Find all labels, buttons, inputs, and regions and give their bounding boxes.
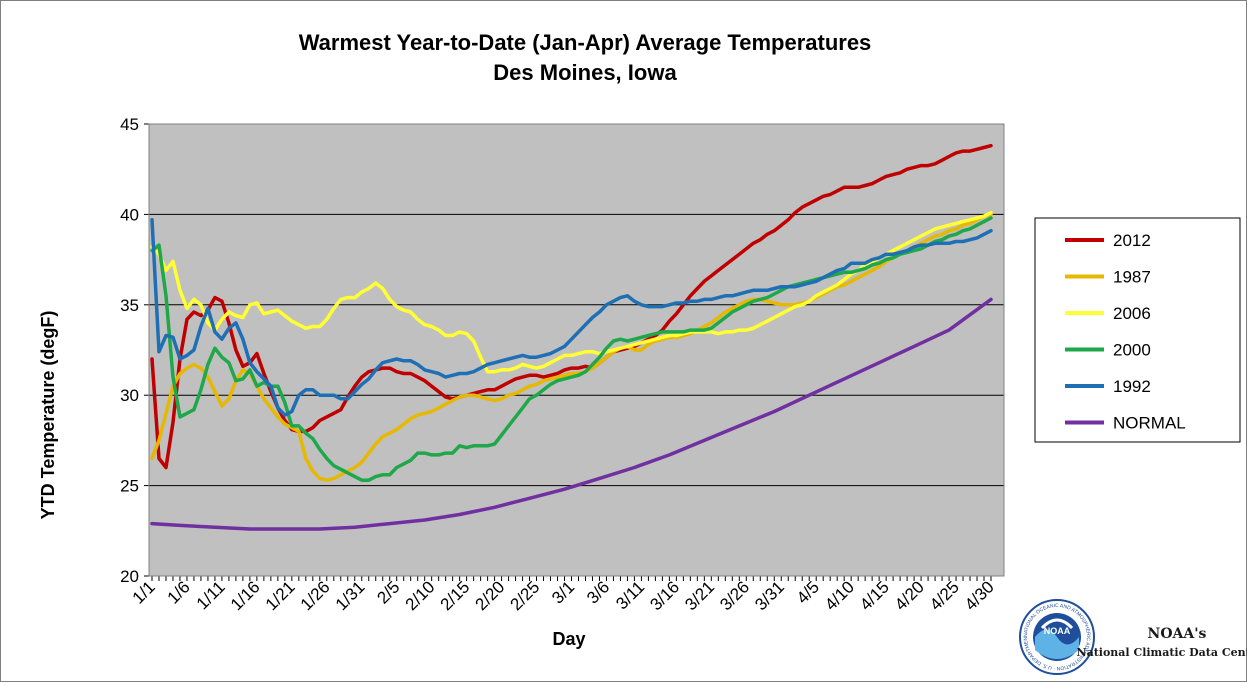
x-tick-label: 3/11: [612, 577, 648, 613]
x-tick-label: 1/31: [332, 577, 369, 614]
x-axis-ticks: 1/1 1/6 1/111/161/211/261/31 2/52/102/152/2…: [129, 576, 998, 614]
x-tick-label: 3/26: [716, 577, 753, 614]
noaa-bird-icon: [1040, 618, 1074, 630]
x-tick-label: 3/6: [583, 577, 613, 607]
series-line-2006: [150, 210, 993, 374]
x-tick-label: 1/21: [262, 577, 299, 614]
x-tick-label: 2/25: [507, 577, 544, 614]
legend: 2012 1987 2006 2000 1992 NORMAL: [1065, 231, 1186, 433]
legend-label: 2012: [1113, 231, 1151, 250]
y-axis-label: YTD Temperature (degF): [38, 311, 58, 520]
noaa-center-name: National Climatic Data Center: [1077, 646, 1247, 659]
x-axis-label: Day: [552, 629, 585, 649]
noaa-seal-text: NOAA: [1044, 626, 1071, 636]
y-tick-label: 35: [120, 296, 139, 315]
x-tick-label: 4/25: [926, 577, 963, 614]
x-tick-label: 1/6: [164, 577, 194, 607]
x-tick-label: 3/16: [646, 577, 683, 614]
noaa-name: NOAA's: [1148, 626, 1207, 642]
y-tick-label: 30: [120, 386, 139, 405]
series-line-1992: [150, 218, 993, 417]
chart-title: Warmest Year-to-Date (Jan-Apr) Average T…: [299, 30, 872, 55]
x-tick-label: 2/20: [472, 577, 509, 614]
plot-area: [149, 124, 1004, 576]
y-tick-label: 45: [120, 115, 139, 134]
y-tick-label: 20: [120, 567, 139, 586]
x-tick-label: 4/15: [856, 577, 893, 614]
plot-border: [148, 123, 1005, 577]
x-tick-label: 4/20: [891, 577, 928, 614]
x-tick-label: 1/11: [193, 577, 229, 613]
x-tick-label: 1/26: [297, 577, 334, 614]
legend-label: 1992: [1113, 377, 1151, 396]
x-tick-label: 2/5: [373, 577, 403, 607]
series-line-1987: [150, 212, 993, 482]
chart-subtitle: Des Moines, Iowa: [493, 60, 677, 85]
series-lines: [150, 143, 993, 531]
legend-label: 1987: [1113, 268, 1151, 287]
y-tick-label: 40: [120, 205, 139, 224]
noaa-wave-icon: [1035, 629, 1079, 659]
x-tick-label: 4/5: [793, 577, 823, 607]
y-axis-ticks: 20 25 30 35 40 45: [120, 115, 149, 586]
x-tick-label: 3/31: [751, 577, 788, 614]
legend-label: 2000: [1113, 341, 1151, 360]
legend-label: 2006: [1113, 304, 1151, 323]
x-tick-label: 1/16: [227, 577, 264, 614]
x-tick-label: 3/21: [681, 577, 718, 614]
x-tick-label: 3/1: [548, 577, 578, 607]
x-tick-label: 4/30: [961, 577, 998, 614]
series-line-normal: [150, 297, 993, 531]
x-tick-label: 2/10: [402, 577, 439, 614]
x-tick-label: 2/15: [437, 577, 474, 614]
y-tick-label: 25: [120, 477, 139, 496]
legend-box: [1034, 217, 1241, 443]
series-line-2000: [150, 216, 993, 482]
x-tick-label: 4/10: [821, 577, 858, 614]
legend-label: NORMAL: [1113, 414, 1186, 433]
